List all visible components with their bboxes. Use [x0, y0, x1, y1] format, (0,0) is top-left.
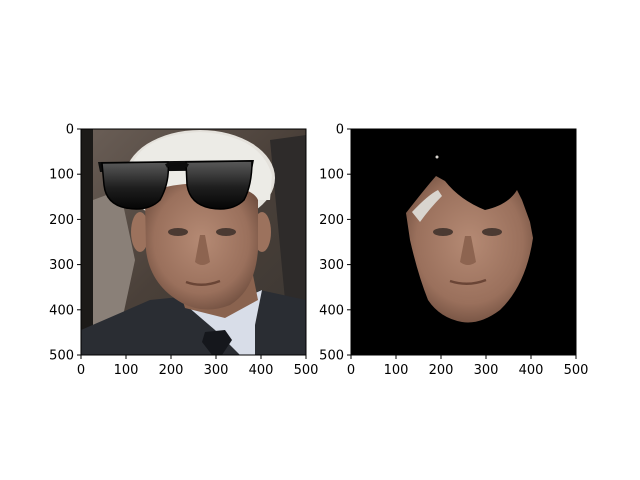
left-dark-edge — [81, 129, 93, 355]
left-ear — [131, 212, 149, 252]
mouth — [185, 279, 221, 286]
right-xtick-label: 500 — [564, 363, 589, 378]
right-eye — [216, 228, 236, 236]
left-xtick-label: 400 — [249, 363, 274, 378]
left-xtick-label: 300 — [204, 363, 229, 378]
right-xtick-label: 0 — [347, 363, 355, 378]
right-xtick-label: 100 — [384, 363, 409, 378]
right-image — [351, 129, 576, 355]
left-eye — [168, 228, 188, 236]
nose — [195, 235, 210, 265]
left-ytick-label: 400 — [49, 303, 74, 318]
right-xtick-label: 300 — [474, 363, 499, 378]
background-person-left — [93, 190, 135, 340]
right-xtick-label: 400 — [519, 363, 544, 378]
sunglasses — [98, 160, 254, 210]
left-image — [81, 129, 306, 355]
masked-speck — [435, 155, 439, 159]
left-ytick-label: 0 — [66, 123, 74, 138]
background-person-right — [270, 135, 306, 300]
masked-left-eye — [433, 228, 453, 236]
tie — [202, 330, 232, 355]
masked-nose — [460, 236, 476, 265]
masked-hair — [412, 190, 442, 222]
right-ytick-label: 200 — [319, 213, 344, 228]
left-axes-frame — [80, 128, 307, 356]
masked-mouth — [449, 278, 487, 285]
right-lens — [185, 160, 253, 210]
left-xtick-label: 500 — [294, 363, 319, 378]
left-xtick-label: 200 — [159, 363, 184, 378]
left-ytick-label: 300 — [49, 258, 74, 273]
right-ytick-label: 400 — [319, 303, 344, 318]
right-ytick-label: 300 — [319, 258, 344, 273]
right-ytick-label: 500 — [319, 349, 344, 364]
left-lens — [101, 161, 170, 210]
left-xtick-label: 100 — [114, 363, 139, 378]
left-ytick-label: 500 — [49, 349, 74, 364]
right-ytick-label: 0 — [336, 123, 344, 138]
left-ytick-label: 100 — [49, 168, 74, 183]
left-xtick-label: 0 — [77, 363, 85, 378]
right-ytick-label: 100 — [319, 168, 344, 183]
sunglasses-bridge — [165, 161, 189, 168]
right-xtick-label: 200 — [429, 363, 454, 378]
left-ytick-label: 200 — [49, 213, 74, 228]
masked-right-eye — [482, 228, 502, 236]
right-axes-frame — [350, 128, 577, 356]
